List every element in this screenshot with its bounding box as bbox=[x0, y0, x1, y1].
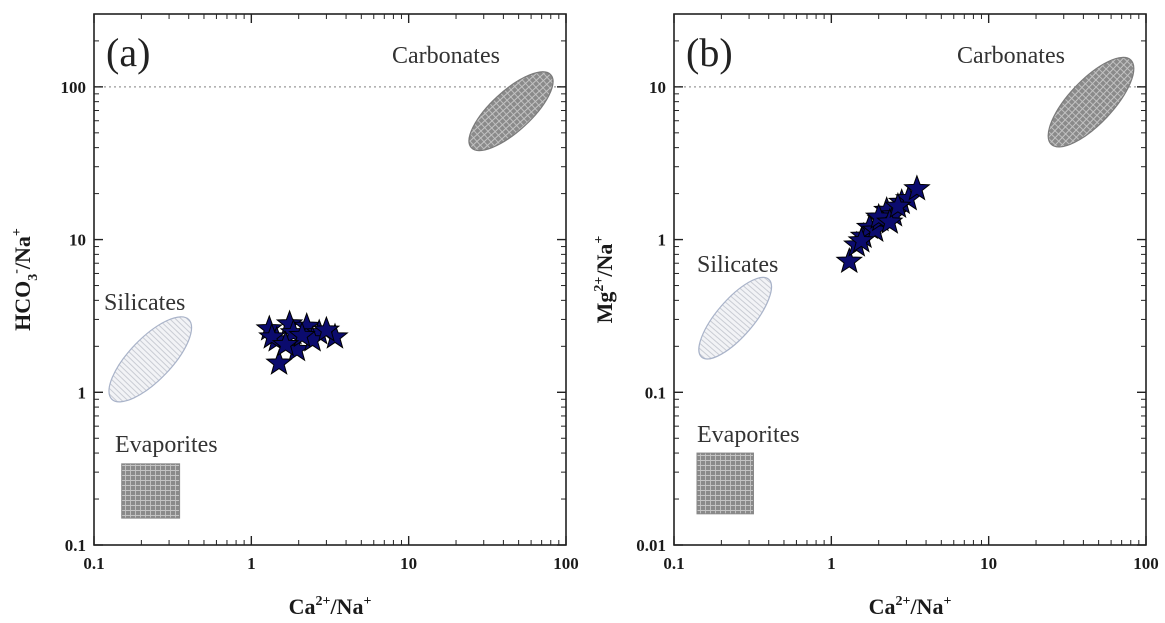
panel-label: (b) bbox=[686, 30, 733, 75]
data-point-star bbox=[312, 315, 341, 342]
carbonates-region bbox=[468, 71, 554, 152]
data-point-star bbox=[884, 191, 912, 219]
x-tick-label: 100 bbox=[1133, 554, 1159, 573]
data-point-star bbox=[847, 226, 875, 253]
panel-b: Carbonates Silicates Evaporites 0.1 1 10 100 0.… bbox=[592, 13, 1159, 619]
evaporites-label: Evaporites bbox=[697, 422, 800, 448]
plot-frame bbox=[93, 13, 567, 546]
silicates-label: Silicates bbox=[104, 290, 185, 316]
x-tick-label: 10 bbox=[400, 554, 417, 573]
x-tick-label: 100 bbox=[553, 554, 579, 573]
x-tick-label: 0.1 bbox=[83, 554, 104, 573]
data-point-star bbox=[903, 174, 931, 201]
y-tick-label: 0.1 bbox=[65, 536, 86, 555]
silicates-region bbox=[108, 316, 193, 403]
y-tick-label: 1 bbox=[658, 231, 667, 250]
silicates-region bbox=[698, 276, 773, 360]
x-tick-label: 1 bbox=[247, 554, 256, 573]
x-axis-title: Ca2+/Na+ bbox=[869, 594, 952, 619]
y-axis-title: Mg2+/Na+ bbox=[592, 236, 617, 324]
x-tick-label: 1 bbox=[827, 554, 836, 573]
y-tick-label: 0.1 bbox=[645, 383, 666, 402]
panel-a: Carbonates Silicates Evaporites 0.1 1 10 100 0.… bbox=[9, 13, 579, 619]
silicates-label: Silicates bbox=[697, 252, 778, 278]
data-point-star bbox=[258, 322, 286, 349]
x-tick-label: 0.1 bbox=[663, 554, 684, 573]
evaporites-label: Evaporites bbox=[115, 432, 218, 458]
y-tick-label: 0.01 bbox=[636, 536, 666, 555]
carbonates-label: Carbonates bbox=[392, 43, 500, 69]
panel-label: (a) bbox=[106, 30, 150, 75]
y-axis-title: HCO3-/Na+ bbox=[9, 228, 41, 331]
data-point-star bbox=[271, 330, 300, 357]
y-tick-label: 10 bbox=[69, 231, 86, 250]
x-tick-label: 10 bbox=[980, 554, 997, 573]
data-point-star bbox=[288, 321, 316, 348]
plot-frame bbox=[673, 13, 1147, 546]
x-axis-title: Ca2+/Na+ bbox=[289, 594, 372, 619]
data-point-star bbox=[265, 348, 293, 375]
evaporites-region bbox=[696, 452, 754, 515]
carbonates-region bbox=[1047, 56, 1135, 148]
y-tick-label: 100 bbox=[61, 78, 87, 97]
data-point-star bbox=[876, 207, 904, 234]
carbonates-label: Carbonates bbox=[957, 43, 1065, 69]
evaporites-region bbox=[121, 463, 181, 519]
y-tick-label: 10 bbox=[649, 78, 666, 97]
y-tick-label: 1 bbox=[78, 383, 87, 402]
data-point-star bbox=[835, 246, 863, 274]
